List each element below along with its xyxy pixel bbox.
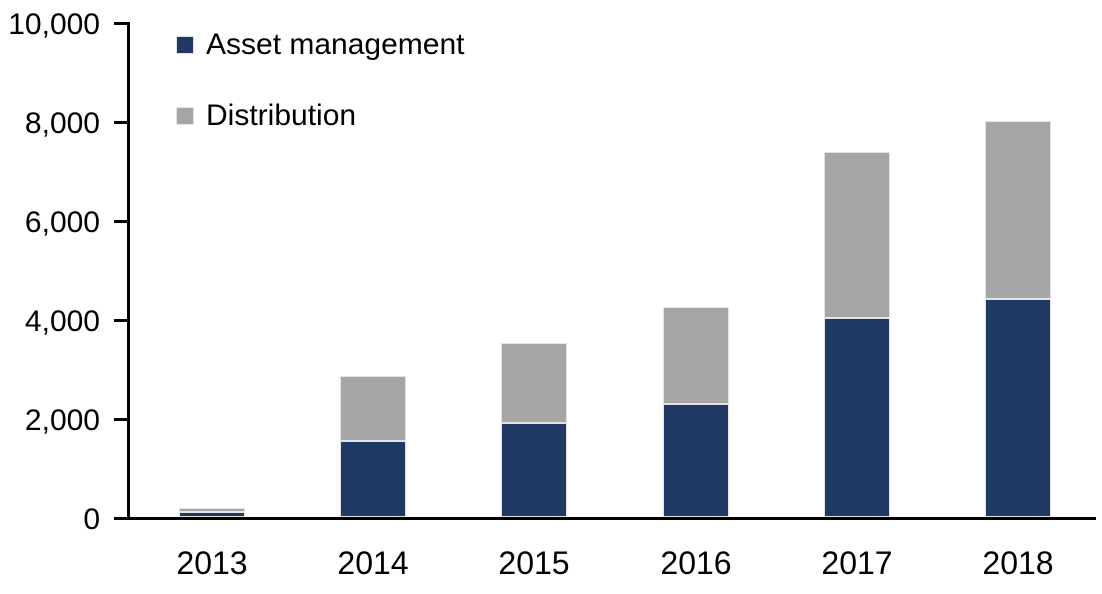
y-axis-label-2000: 2,000 — [24, 404, 100, 437]
bar-segment-distribution-2018 — [985, 121, 1051, 299]
legend-item-asset-management: Asset management — [176, 29, 464, 61]
y-axis-tick-2000 — [114, 418, 127, 421]
y-axis-tick-6000 — [114, 220, 127, 223]
bar-segment-asset-management-2014 — [340, 441, 406, 517]
y-axis-line — [127, 22, 130, 520]
x-axis-label-2015: 2015 — [498, 545, 570, 581]
bar-segment-distribution-2016 — [663, 307, 729, 404]
x-axis-label-2016: 2016 — [660, 545, 732, 581]
x-axis-label-2017: 2017 — [821, 545, 893, 581]
y-axis-tick-4000 — [114, 319, 127, 322]
y-axis-tick-10000 — [114, 22, 127, 25]
bar-segment-distribution-2014 — [340, 376, 406, 441]
y-axis-label-0: 0 — [83, 503, 100, 536]
y-axis-label-8000: 8,000 — [24, 107, 100, 140]
x-axis-line — [114, 517, 1096, 520]
asset-management-swatch-icon — [176, 36, 194, 54]
legend-label-asset-management: Asset management — [206, 28, 465, 61]
x-axis-label-2013: 2013 — [176, 545, 248, 581]
bar-segment-asset-management-2015 — [501, 423, 567, 517]
x-axis-label-2018: 2018 — [982, 545, 1054, 581]
bar-segment-distribution-2017 — [824, 152, 890, 318]
legend-label-distribution: Distribution — [206, 99, 357, 132]
bar-segment-asset-management-2017 — [824, 318, 890, 517]
legend-item-distribution: Distribution — [176, 100, 356, 132]
bar-segment-asset-management-2018 — [985, 299, 1051, 517]
distribution-swatch-icon — [176, 107, 194, 125]
x-axis-label-2014: 2014 — [337, 545, 409, 581]
bar-segment-asset-management-2016 — [663, 404, 729, 517]
y-axis-label-10000: 10,000 — [8, 8, 100, 41]
y-axis-label-6000: 6,000 — [24, 206, 100, 239]
bar-segment-distribution-2013 — [179, 508, 245, 512]
bar-segment-asset-management-2013 — [179, 512, 245, 517]
y-axis-tick-8000 — [114, 121, 127, 124]
bar-segment-distribution-2015 — [501, 343, 567, 423]
y-axis-label-4000: 4,000 — [24, 305, 100, 338]
